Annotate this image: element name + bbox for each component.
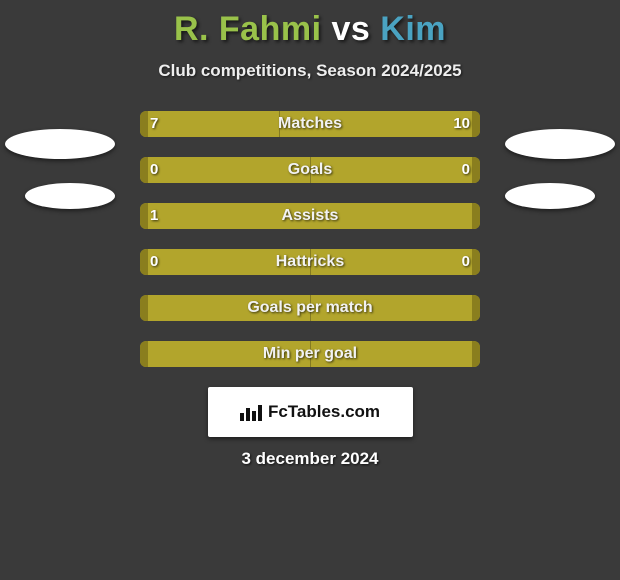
- stat-value-left: 1: [150, 203, 158, 229]
- stat-value-left: 0: [150, 249, 158, 275]
- stat-label: Assists: [140, 203, 480, 229]
- compare-area: Matches710Goals00Assists1Hattricks00Goal…: [0, 111, 620, 367]
- player2-jersey-icon: [505, 129, 615, 159]
- stat-bar: Hattricks0 0: [140, 249, 480, 275]
- vs-text: vs: [332, 10, 371, 48]
- comparison-card: R. Fahmi vs Kim Club competitions, Seaso…: [0, 0, 620, 469]
- stat-label: Hattricks: [140, 249, 480, 275]
- stat-label: Goals: [140, 157, 480, 183]
- player2-badge-icon: [505, 183, 595, 209]
- stat-bars: Matches710Goals00Assists1Hattricks00Goal…: [140, 111, 480, 367]
- date-text: 3 december 2024: [0, 449, 620, 469]
- stat-bar: Goals0 0: [140, 157, 480, 183]
- stat-row: Assists1: [140, 203, 480, 229]
- stat-row: Hattricks0 0: [140, 249, 480, 275]
- player1-jersey-icon: [5, 129, 115, 159]
- stat-bar: Goals per match: [140, 295, 480, 321]
- stat-bar: Matches7 10: [140, 111, 480, 137]
- player1-badge-icon: [25, 183, 115, 209]
- stat-label: Goals per match: [140, 295, 480, 321]
- fctables-text: FcTables.com: [268, 402, 380, 422]
- stat-label: Matches: [140, 111, 480, 137]
- stat-row: Goals per match: [140, 295, 480, 321]
- stat-bar: Min per goal: [140, 341, 480, 367]
- stat-row: Goals0 0: [140, 157, 480, 183]
- stat-value-right: 0: [462, 249, 470, 275]
- stat-row: Min per goal: [140, 341, 480, 367]
- chart-icon: [240, 403, 262, 421]
- page-title: R. Fahmi vs Kim: [0, 10, 620, 49]
- stat-bar: Assists1: [140, 203, 480, 229]
- stat-value-left: 7: [150, 111, 158, 137]
- stat-value-right: 10: [453, 111, 470, 137]
- stat-value-left: 0: [150, 157, 158, 183]
- stat-value-right: 0: [462, 157, 470, 183]
- player2-name: Kim: [380, 10, 446, 48]
- fctables-badge[interactable]: FcTables.com: [208, 387, 413, 437]
- stat-label: Min per goal: [140, 341, 480, 367]
- subtitle: Club competitions, Season 2024/2025: [0, 61, 620, 81]
- stat-row: Matches7 10: [140, 111, 480, 137]
- player1-name: R. Fahmi: [174, 10, 322, 48]
